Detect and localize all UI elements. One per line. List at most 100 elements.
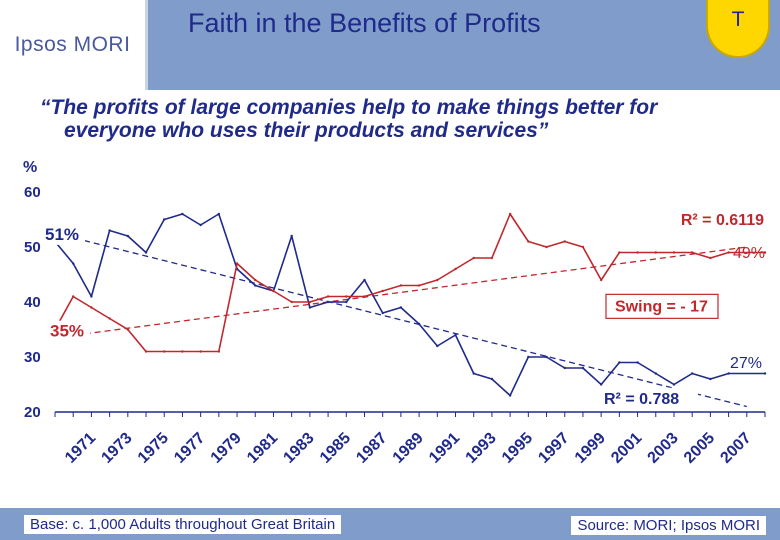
x-tick-label: 1997: [535, 430, 572, 467]
trend-badge: T: [706, 0, 770, 58]
x-tick-label: 1985: [317, 430, 354, 467]
data-point: [436, 344, 439, 348]
data-point: [454, 267, 457, 271]
y-tick-label: 50: [24, 239, 41, 256]
data-point: [254, 278, 257, 282]
data-point: [90, 295, 93, 298]
data-point: [381, 311, 384, 315]
annotation-bg: [602, 387, 698, 409]
data-point: [618, 361, 621, 364]
data-point: [345, 300, 348, 304]
data-point: [326, 295, 330, 298]
annotation-label: 49%: [733, 245, 765, 262]
annotation-label: R² = 0.6119: [681, 212, 764, 229]
annotation-label: 27%: [730, 355, 762, 372]
data-point: [417, 284, 421, 287]
data-point: [636, 251, 639, 254]
data-point: [654, 372, 657, 375]
x-tick-label: 1991: [426, 430, 463, 467]
data-point: [290, 234, 293, 238]
y-axis-label: %: [23, 159, 37, 176]
x-tick-label: 2001: [608, 430, 645, 467]
data-point: [144, 251, 148, 254]
data-point: [545, 245, 548, 249]
x-tick-label: 2005: [681, 430, 718, 467]
title-panel: Faith in the Benefits of Profits: [148, 0, 780, 90]
trendline-0: [54, 232, 747, 408]
data-point: [290, 300, 293, 304]
data-point: [508, 212, 512, 216]
logo-panel: Ipsos MORI: [0, 0, 145, 90]
x-tick-label: 1973: [98, 430, 135, 467]
data-point: [108, 229, 111, 232]
data-point: [72, 262, 75, 265]
x-tick-label: 1979: [208, 430, 245, 467]
base-note: Base: c. 1,000 Adults throughout Great B…: [24, 515, 342, 534]
data-point: [672, 383, 676, 386]
data-point: [326, 300, 330, 304]
data-point: [199, 350, 202, 353]
data-point: [581, 245, 585, 249]
data-point: [308, 306, 312, 309]
data-point: [490, 377, 494, 381]
x-tick-label: 1983: [280, 430, 317, 467]
x-tick-label: 1989: [390, 430, 427, 467]
data-point: [527, 355, 530, 359]
x-tick-label: 1993: [463, 430, 500, 467]
question-text: “The profits of large companies help to …: [40, 96, 760, 142]
y-tick-label: 40: [24, 294, 41, 311]
x-tick-label: 1975: [135, 430, 172, 467]
question-line-1: “The profits of large companies help to …: [40, 96, 658, 119]
data-point: [181, 212, 184, 216]
data-point: [217, 350, 221, 353]
data-point: [163, 218, 166, 221]
data-point: [599, 278, 603, 282]
data-point: [254, 284, 257, 287]
annotation-bg: [48, 320, 90, 342]
data-point: [436, 278, 439, 282]
data-point: [727, 251, 730, 254]
data-point: [672, 251, 676, 254]
data-point: [727, 372, 730, 375]
swing-box: [605, 293, 719, 319]
data-point: [363, 295, 366, 298]
x-tick-label: 1971: [62, 430, 99, 467]
annotation-label: 51%: [45, 225, 79, 244]
data-point: [199, 223, 202, 227]
data-point: [72, 295, 75, 298]
data-point: [690, 251, 694, 254]
page-title: Faith in the Benefits of Profits: [188, 8, 541, 38]
data-point: [272, 289, 275, 293]
data-point: [417, 322, 421, 326]
data-point: [217, 212, 221, 216]
annotation-label: Swing = - 17: [615, 298, 708, 315]
data-point: [563, 240, 566, 243]
data-point: [144, 350, 148, 353]
y-tick-label: 30: [24, 349, 41, 366]
x-tick-label: 1981: [244, 430, 281, 467]
y-tick-label: 60: [24, 184, 41, 201]
x-tick-label: 1977: [171, 430, 208, 467]
data-point: [235, 262, 239, 265]
data-point: [709, 377, 712, 381]
data-point: [90, 306, 93, 309]
x-tick-label: 2007: [717, 430, 754, 467]
annotation-label: 35%: [50, 322, 84, 341]
data-point: [690, 372, 694, 375]
data-point: [563, 366, 566, 370]
data-point: [399, 306, 403, 309]
data-point: [472, 372, 475, 375]
data-point: [345, 295, 348, 298]
x-tick-label: 1995: [499, 430, 536, 467]
data-point: [472, 256, 475, 260]
data-point: [545, 355, 548, 359]
x-tick-label: 1987: [353, 430, 390, 467]
series-line-1: [54, 213, 765, 353]
x-tick-label: 1999: [572, 430, 609, 467]
y-tick-label: 20: [24, 404, 41, 421]
header: Ipsos MORI Faith in the Benefits of Prof…: [0, 0, 780, 90]
data-point: [581, 366, 585, 370]
annotation-bg: [43, 223, 85, 245]
question-line-2: everyone who uses their products and ser…: [64, 119, 549, 142]
